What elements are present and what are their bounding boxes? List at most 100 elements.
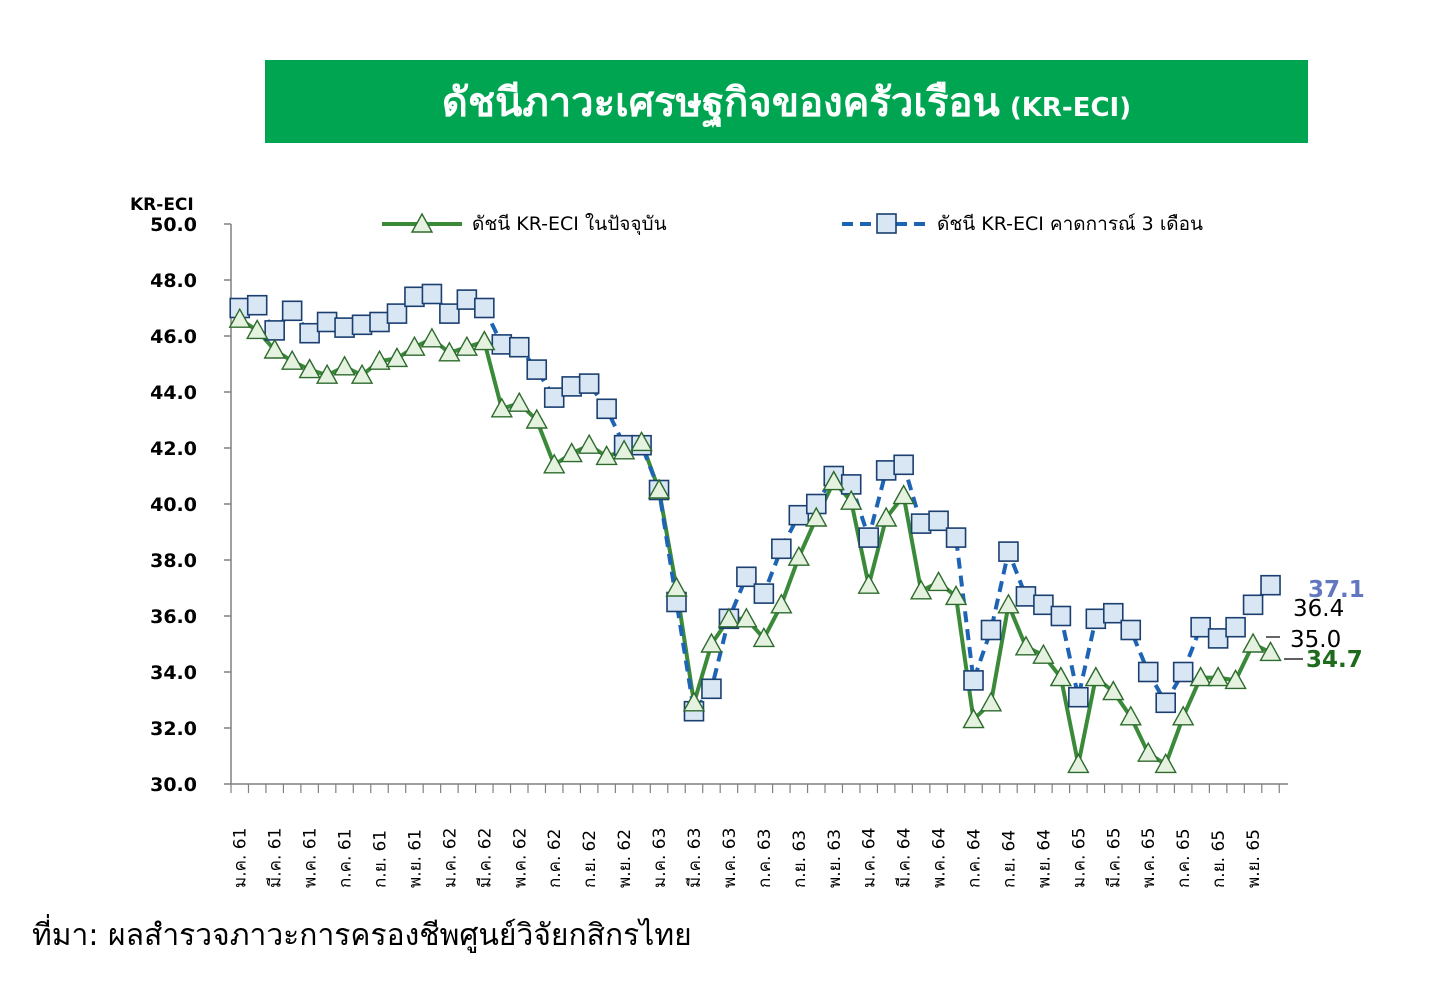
- point-current: [700, 632, 723, 653]
- x-tick-label: ก.ย. 64: [999, 830, 1019, 888]
- point-current: [1224, 668, 1247, 690]
- point-expected: [1137, 661, 1159, 683]
- point-expected: [910, 513, 932, 534]
- x-tick-label: ก.ย. 61: [371, 830, 391, 888]
- point-expected: [963, 670, 984, 691]
- point-expected: [945, 527, 967, 548]
- chart-title: ดัชนีภาวะเศรษฐกิจของครัวเรือน (KR-ECI): [442, 70, 1131, 134]
- point-expected: [508, 336, 530, 358]
- point-expected: [421, 283, 443, 305]
- point-current: [717, 607, 741, 628]
- point-expected: [369, 311, 390, 333]
- point-current: [962, 708, 985, 729]
- point-current: [770, 593, 793, 614]
- title-banner: ดัชนีภาวะเศรษฐกิจของครัวเรือน (KR-ECI): [265, 60, 1308, 143]
- x-tick-label: ก.ย. 62: [580, 830, 600, 888]
- y-tick-label: 40.0: [150, 494, 197, 516]
- point-expected: [1260, 574, 1281, 596]
- y-tick-label: 48.0: [150, 270, 197, 292]
- point-current: [368, 349, 391, 370]
- point-current: [1102, 680, 1125, 701]
- x-tick-label: ม.ค. 62: [440, 828, 460, 888]
- y-tick-label: 32.0: [150, 718, 197, 740]
- x-tick-label: มี.ค. 65: [1104, 828, 1124, 888]
- legend-marker-expected: [876, 213, 897, 234]
- point-expected: [474, 297, 495, 319]
- point-current: [1154, 752, 1177, 774]
- x-tick-label: มี.ค. 62: [475, 828, 495, 888]
- x-tick-label: พ.ค. 64: [930, 828, 950, 888]
- x-tick-label: ก.ค. 65: [1174, 828, 1194, 888]
- x-tick-label: พ.ย. 63: [825, 829, 845, 888]
- point-expected: [858, 527, 879, 548]
- x-tick-label: ก.ค. 63: [755, 828, 775, 888]
- y-axis-title: KR-ECI: [130, 195, 194, 215]
- point-expected: [386, 303, 408, 324]
- point-current: [595, 444, 618, 466]
- x-tick-label: มี.ค. 61: [266, 828, 286, 888]
- point-current: [909, 579, 933, 600]
- point-current: [647, 478, 671, 499]
- point-expected: [526, 359, 548, 380]
- legend-marker-current: [410, 212, 434, 233]
- end-label-expected: 37.1: [1308, 577, 1365, 603]
- y-tick-label: 36.0: [150, 606, 197, 628]
- chart-title-abbrev: (KR-ECI): [1009, 92, 1132, 123]
- point-expected: [456, 289, 478, 310]
- point-expected: [875, 460, 897, 481]
- x-tick-label: พ.ย. 65: [1244, 829, 1264, 888]
- point-expected: [1068, 686, 1089, 708]
- point-current: [263, 338, 286, 359]
- point-current: [420, 327, 444, 348]
- x-tick-label: ม.ค. 64: [860, 828, 880, 888]
- legend-label-expected: ดัชนี KR-ECI คาดการณ์ 3 เดือน: [937, 213, 1203, 235]
- point-expected: [1172, 661, 1194, 683]
- x-tick-label: พ.ค. 61: [301, 828, 321, 888]
- point-current: [333, 355, 356, 376]
- point-current: [508, 391, 531, 412]
- point-current: [1259, 640, 1282, 662]
- point-current: [857, 573, 880, 594]
- point-current: [246, 318, 269, 340]
- point-current: [1206, 666, 1230, 687]
- y-tick-label: 46.0: [150, 326, 197, 348]
- point-current: [1137, 741, 1160, 762]
- end-label-current: 34.7: [1306, 647, 1363, 673]
- point-expected: [543, 387, 565, 408]
- point-expected: [1225, 616, 1246, 638]
- point-current: [682, 691, 706, 712]
- x-tick-label: พ.ย. 61: [405, 829, 425, 888]
- point-current: [1014, 635, 1038, 656]
- legend-label-current: ดัชนี KR-ECI ในปัจจุบัน: [472, 213, 667, 236]
- point-expected: [491, 334, 513, 355]
- x-tick-label: ก.ย. 63: [790, 830, 810, 888]
- point-expected: [788, 504, 810, 526]
- point-current: [944, 584, 968, 606]
- point-expected: [1050, 605, 1072, 627]
- point-expected: [439, 303, 460, 324]
- point-current: [473, 330, 496, 351]
- point-current: [787, 545, 810, 566]
- point-current: [577, 433, 601, 454]
- point-expected: [578, 373, 600, 394]
- point-expected: [316, 311, 338, 333]
- x-tick-label: พ.ค. 63: [720, 828, 740, 888]
- point-current: [979, 691, 1003, 712]
- x-tick-label: พ.ย. 64: [1034, 829, 1054, 888]
- point-current: [805, 506, 828, 527]
- end-label-expected-prev: 36.4: [1293, 596, 1344, 622]
- point-expected: [998, 541, 1019, 562]
- point-current: [228, 307, 251, 328]
- point-expected: [736, 566, 757, 588]
- x-tick-label: พ.ย. 62: [615, 829, 635, 888]
- point-current: [840, 489, 863, 510]
- point-expected: [1207, 628, 1229, 649]
- y-tick-label: 34.0: [150, 662, 197, 684]
- point-current: [315, 363, 339, 384]
- point-current: [1189, 666, 1212, 687]
- point-current: [1119, 705, 1142, 726]
- x-tick-label: ก.ค. 64: [965, 828, 985, 888]
- point-current: [665, 576, 688, 597]
- y-tick-label: 50.0: [150, 214, 197, 236]
